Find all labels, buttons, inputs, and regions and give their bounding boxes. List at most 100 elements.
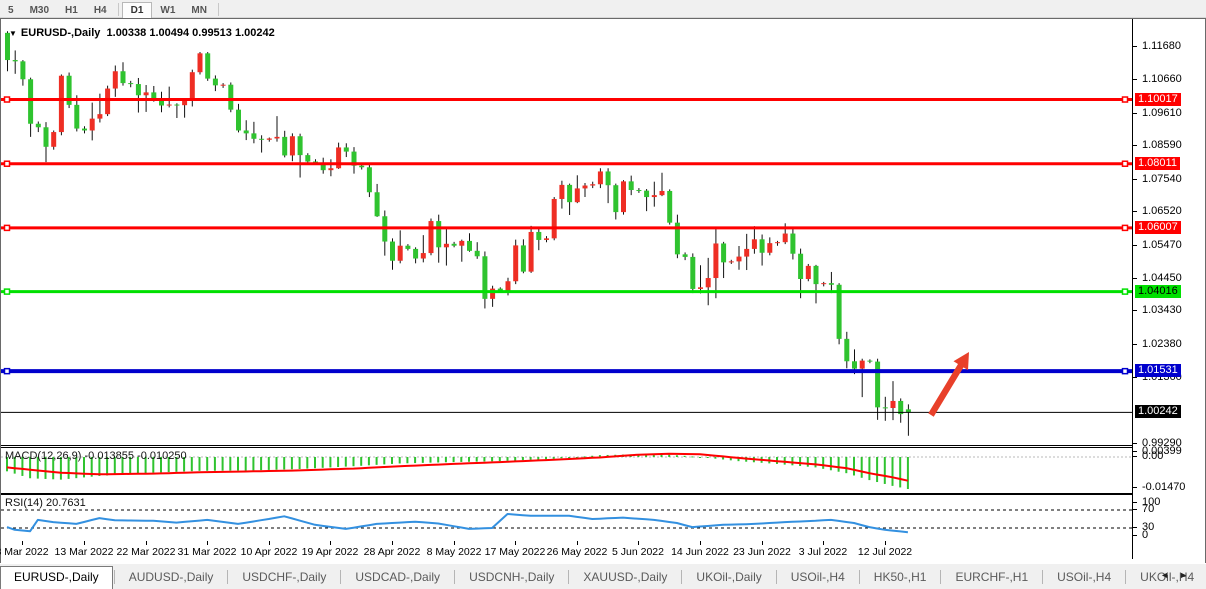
chart-tab-usoil-h4[interactable]: USOil-,H4: [790, 570, 845, 584]
candle: [605, 168, 611, 204]
candles-layer: [5, 31, 911, 436]
chart-tab-ukoil-daily[interactable]: UKOil-,Daily: [696, 570, 762, 584]
candle: [767, 237, 773, 256]
hline-anchor[interactable]: [1121, 96, 1129, 103]
candle: [474, 242, 480, 259]
price-axis-label: 1.09610: [1142, 107, 1182, 119]
candle: [705, 257, 711, 306]
chart-tab-usoil-h4[interactable]: USOil-,H4: [1057, 570, 1112, 584]
candle: [436, 214, 442, 263]
date-tick: [823, 541, 824, 545]
candle: [713, 227, 719, 299]
hline-anchor[interactable]: [3, 160, 11, 167]
chart-ohlc-values: 1.00338 1.00494 0.99513 1.00242: [106, 27, 275, 39]
tab-separator: [940, 569, 942, 584]
candle: [236, 103, 241, 133]
tab-separator: [681, 569, 683, 584]
hline-anchor[interactable]: [1121, 367, 1129, 375]
rsi-line: [6, 513, 909, 534]
hline-anchor[interactable]: [1121, 224, 1129, 232]
axis-tick: [1133, 451, 1137, 452]
chart-tab-ukoil-h4[interactable]: UKOil-,H4: [1140, 570, 1195, 584]
candle: [251, 121, 257, 144]
chart-tab-xauusd-daily[interactable]: XAUUSD-,Daily: [583, 570, 668, 584]
timeframe-button-MN[interactable]: MN: [191, 5, 207, 16]
price-axis-label: 1.10660: [1142, 73, 1182, 85]
tab-separator: [454, 569, 456, 584]
rsi-pane: RSI(14) 20.7631: [1, 494, 1132, 542]
toolbar-separator: [117, 3, 119, 17]
candle: [390, 238, 395, 270]
timeframe-button-M30[interactable]: M30: [29, 5, 50, 16]
chevron-down-icon[interactable]: ▼: [9, 29, 17, 38]
date-tick: [762, 541, 763, 545]
chart-tab-eurusd-daily[interactable]: EURUSD-,Daily: [0, 566, 113, 589]
candle: [328, 159, 334, 177]
hline-price-badge: 1.01531: [1135, 364, 1181, 377]
tab-separator: [568, 569, 570, 584]
price-axis-label: 0.99290: [1142, 437, 1182, 449]
hline-anchor[interactable]: [3, 96, 11, 103]
tab-scroll-arrows: ◄►: [1160, 570, 1198, 580]
candle: [482, 251, 488, 309]
candle: [844, 331, 850, 369]
hline-anchor[interactable]: [1121, 288, 1129, 295]
hline-anchor[interactable]: [3, 288, 11, 295]
chart-tab-usdcad-daily[interactable]: USDCAD-,Daily: [355, 570, 441, 584]
candle: [775, 240, 780, 246]
date-label: 3 Jul 2022: [798, 546, 848, 558]
date-label: 10 Apr 2022: [240, 546, 298, 558]
candle: [867, 359, 873, 364]
chart-tab-hk50-h1[interactable]: HK50-,H1: [873, 570, 927, 584]
candle: [43, 122, 49, 163]
candle: [382, 210, 388, 256]
axis-tick: [1133, 79, 1137, 80]
hline-anchor[interactable]: [1121, 160, 1129, 167]
timeframe-button-D1[interactable]: D1: [121, 2, 153, 19]
candle: [859, 358, 865, 398]
axis-tick: [1133, 377, 1137, 378]
price-axis-label: 1.03430: [1142, 304, 1182, 316]
candle: [297, 133, 303, 178]
date-label: 19 Apr 2022: [301, 546, 359, 558]
candle: [259, 135, 265, 153]
hline-anchor[interactable]: [3, 367, 11, 375]
timeframe-button-H4[interactable]: H4: [93, 5, 107, 16]
candlestick-chart: [1, 31, 1132, 436]
chart-tab-audusd-daily[interactable]: AUDUSD-,Daily: [128, 570, 214, 584]
date-label: 5 Jun 2022: [612, 546, 664, 558]
tabs-holder: EURUSD-,Daily AUDUSD-,Daily USDCHF-,Daily U…: [0, 566, 1206, 589]
hline-anchor[interactable]: [3, 224, 11, 232]
candle: [728, 259, 734, 264]
candle: [882, 396, 888, 421]
chart-tab-usdcnh-daily[interactable]: USDCNH-,Daily: [469, 570, 555, 584]
candle: [875, 358, 881, 420]
date-label: 12 Jul 2022: [857, 546, 913, 558]
date-label: 3 Mar 2022: [0, 546, 49, 558]
rsi-label: RSI(14) 20.7631: [5, 497, 86, 509]
candle: [751, 226, 757, 254]
candle: [467, 233, 472, 252]
candle: [35, 121, 41, 133]
candle: [443, 228, 449, 266]
candle: [513, 239, 519, 285]
candle: [590, 181, 596, 189]
chart-tab-eurchf-h1[interactable]: EURCHF-,H1: [955, 570, 1029, 584]
candle: [836, 283, 842, 345]
price-axis-label: 1.05470: [1142, 239, 1182, 251]
timeframe-button-W1[interactable]: W1: [160, 5, 176, 16]
candle: [744, 233, 750, 271]
date-tick: [454, 541, 455, 545]
chart-tab-usdchf-daily[interactable]: USDCHF-,Daily: [242, 570, 327, 584]
date-label: 28 Apr 2022: [363, 546, 421, 558]
scroll-left-icon[interactable]: ◄: [1160, 570, 1180, 580]
scroll-right-icon[interactable]: ►: [1179, 570, 1198, 580]
candle: [58, 74, 64, 136]
timeframe-button-H1[interactable]: H1: [65, 5, 78, 16]
bullish-arrow-annotation[interactable]: [928, 352, 969, 417]
timeframe-button-5[interactable]: 5: [8, 5, 14, 16]
candle: [205, 52, 211, 81]
candle: [690, 253, 696, 294]
macd-label: MACD(12,26,9) -0.013855 -0.010250: [5, 450, 187, 462]
candle: [451, 241, 457, 248]
